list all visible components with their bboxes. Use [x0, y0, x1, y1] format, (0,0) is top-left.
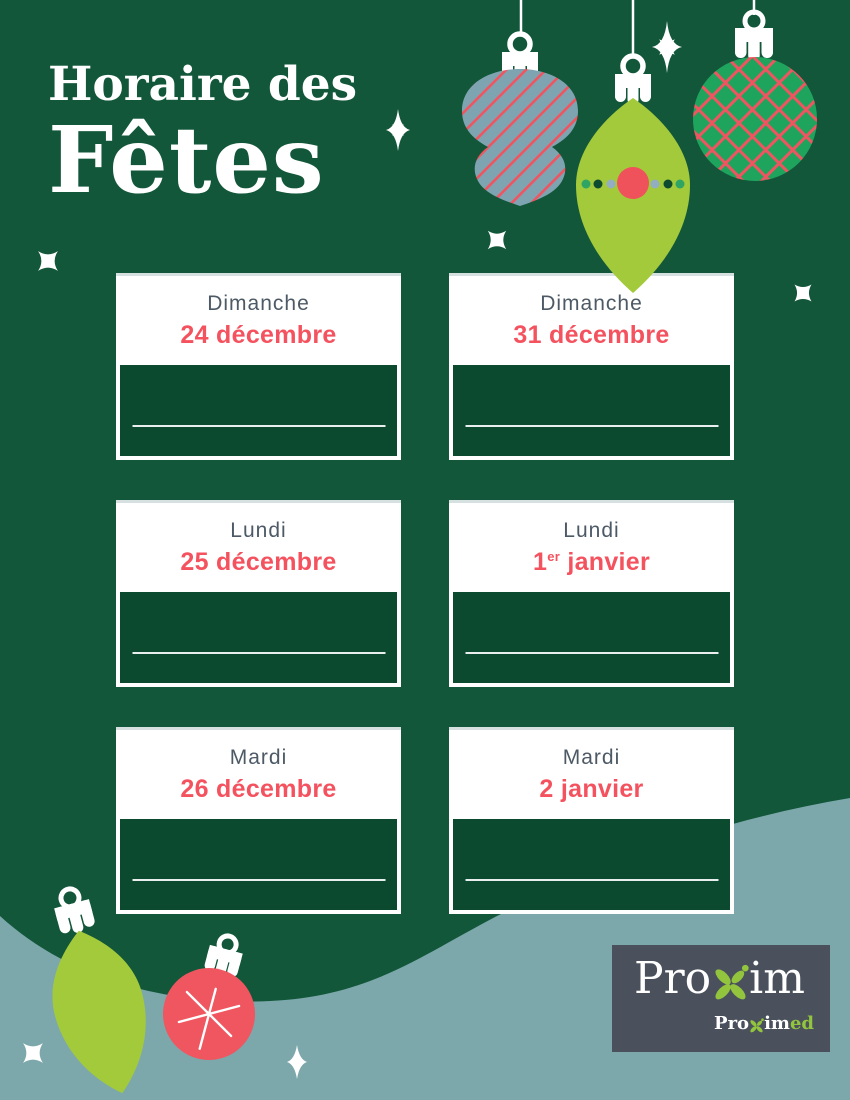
schedule-card-dec-31: Dimanche 31 décembre [449, 273, 734, 460]
proxim-logo-box: Pro im Pro im ed [612, 945, 830, 1052]
card-date-label: 1er janvier [532, 548, 651, 576]
card-header: Dimanche 31 décembre [449, 276, 734, 362]
proxim-logo: Pro im [634, 957, 805, 1001]
schedule-card-jan-1: Lundi 1er janvier [449, 500, 734, 687]
schedule-card-dec-26: Mardi 26 décembre [116, 727, 401, 914]
card-header: Mardi 26 décembre [116, 730, 401, 816]
proximed-ed-suffix: ed [789, 1013, 814, 1034]
schedule-card-dec-25: Lundi 25 décembre [116, 500, 401, 687]
title-line-2: Fêtes [48, 106, 325, 215]
hours-blank-line [465, 425, 718, 427]
card-date-label: 26 décembre [180, 775, 337, 803]
proximed-logo: Pro im ed [714, 1013, 814, 1034]
card-header: Lundi 25 décembre [116, 503, 401, 589]
hours-blank-line [132, 425, 385, 427]
card-date-label: 24 décembre [180, 321, 337, 349]
hours-blank-line [132, 879, 385, 881]
title-line-1: Horaire des [48, 57, 358, 113]
card-day-label: Mardi [562, 746, 621, 769]
card-day-label: Mardi [229, 746, 288, 769]
card-day-label: Lundi [563, 519, 620, 542]
hours-blank-line [465, 652, 718, 654]
logo-text-post: im [749, 953, 805, 1004]
hours-panel [120, 819, 397, 910]
card-day-label: Dimanche [207, 292, 310, 315]
card-date-label: 31 décembre [513, 321, 670, 349]
schedule-card-dec-24: Dimanche 24 décembre [116, 273, 401, 460]
hours-panel [453, 819, 730, 910]
page-title: Horaire des Fêtes [48, 61, 357, 206]
hours-panel [120, 592, 397, 683]
hours-blank-line [132, 652, 385, 654]
card-day-label: Dimanche [540, 292, 643, 315]
card-date-label: 2 janvier [539, 775, 644, 803]
card-day-label: Lundi [230, 519, 287, 542]
hours-panel [453, 592, 730, 683]
proximed-petal-x-icon [750, 1018, 764, 1033]
card-header: Lundi 1er janvier [449, 503, 734, 589]
proxim-petal-x-icon [715, 964, 749, 1000]
logo-text-pre: Pro [634, 953, 712, 1004]
hours-blank-line [465, 879, 718, 881]
hours-panel [120, 365, 397, 456]
card-header: Dimanche 24 décembre [116, 276, 401, 362]
schedule-card-jan-2: Mardi 2 janvier [449, 727, 734, 914]
hours-panel [453, 365, 730, 456]
card-header: Mardi 2 janvier [449, 730, 734, 816]
card-date-label: 25 décembre [180, 548, 337, 576]
